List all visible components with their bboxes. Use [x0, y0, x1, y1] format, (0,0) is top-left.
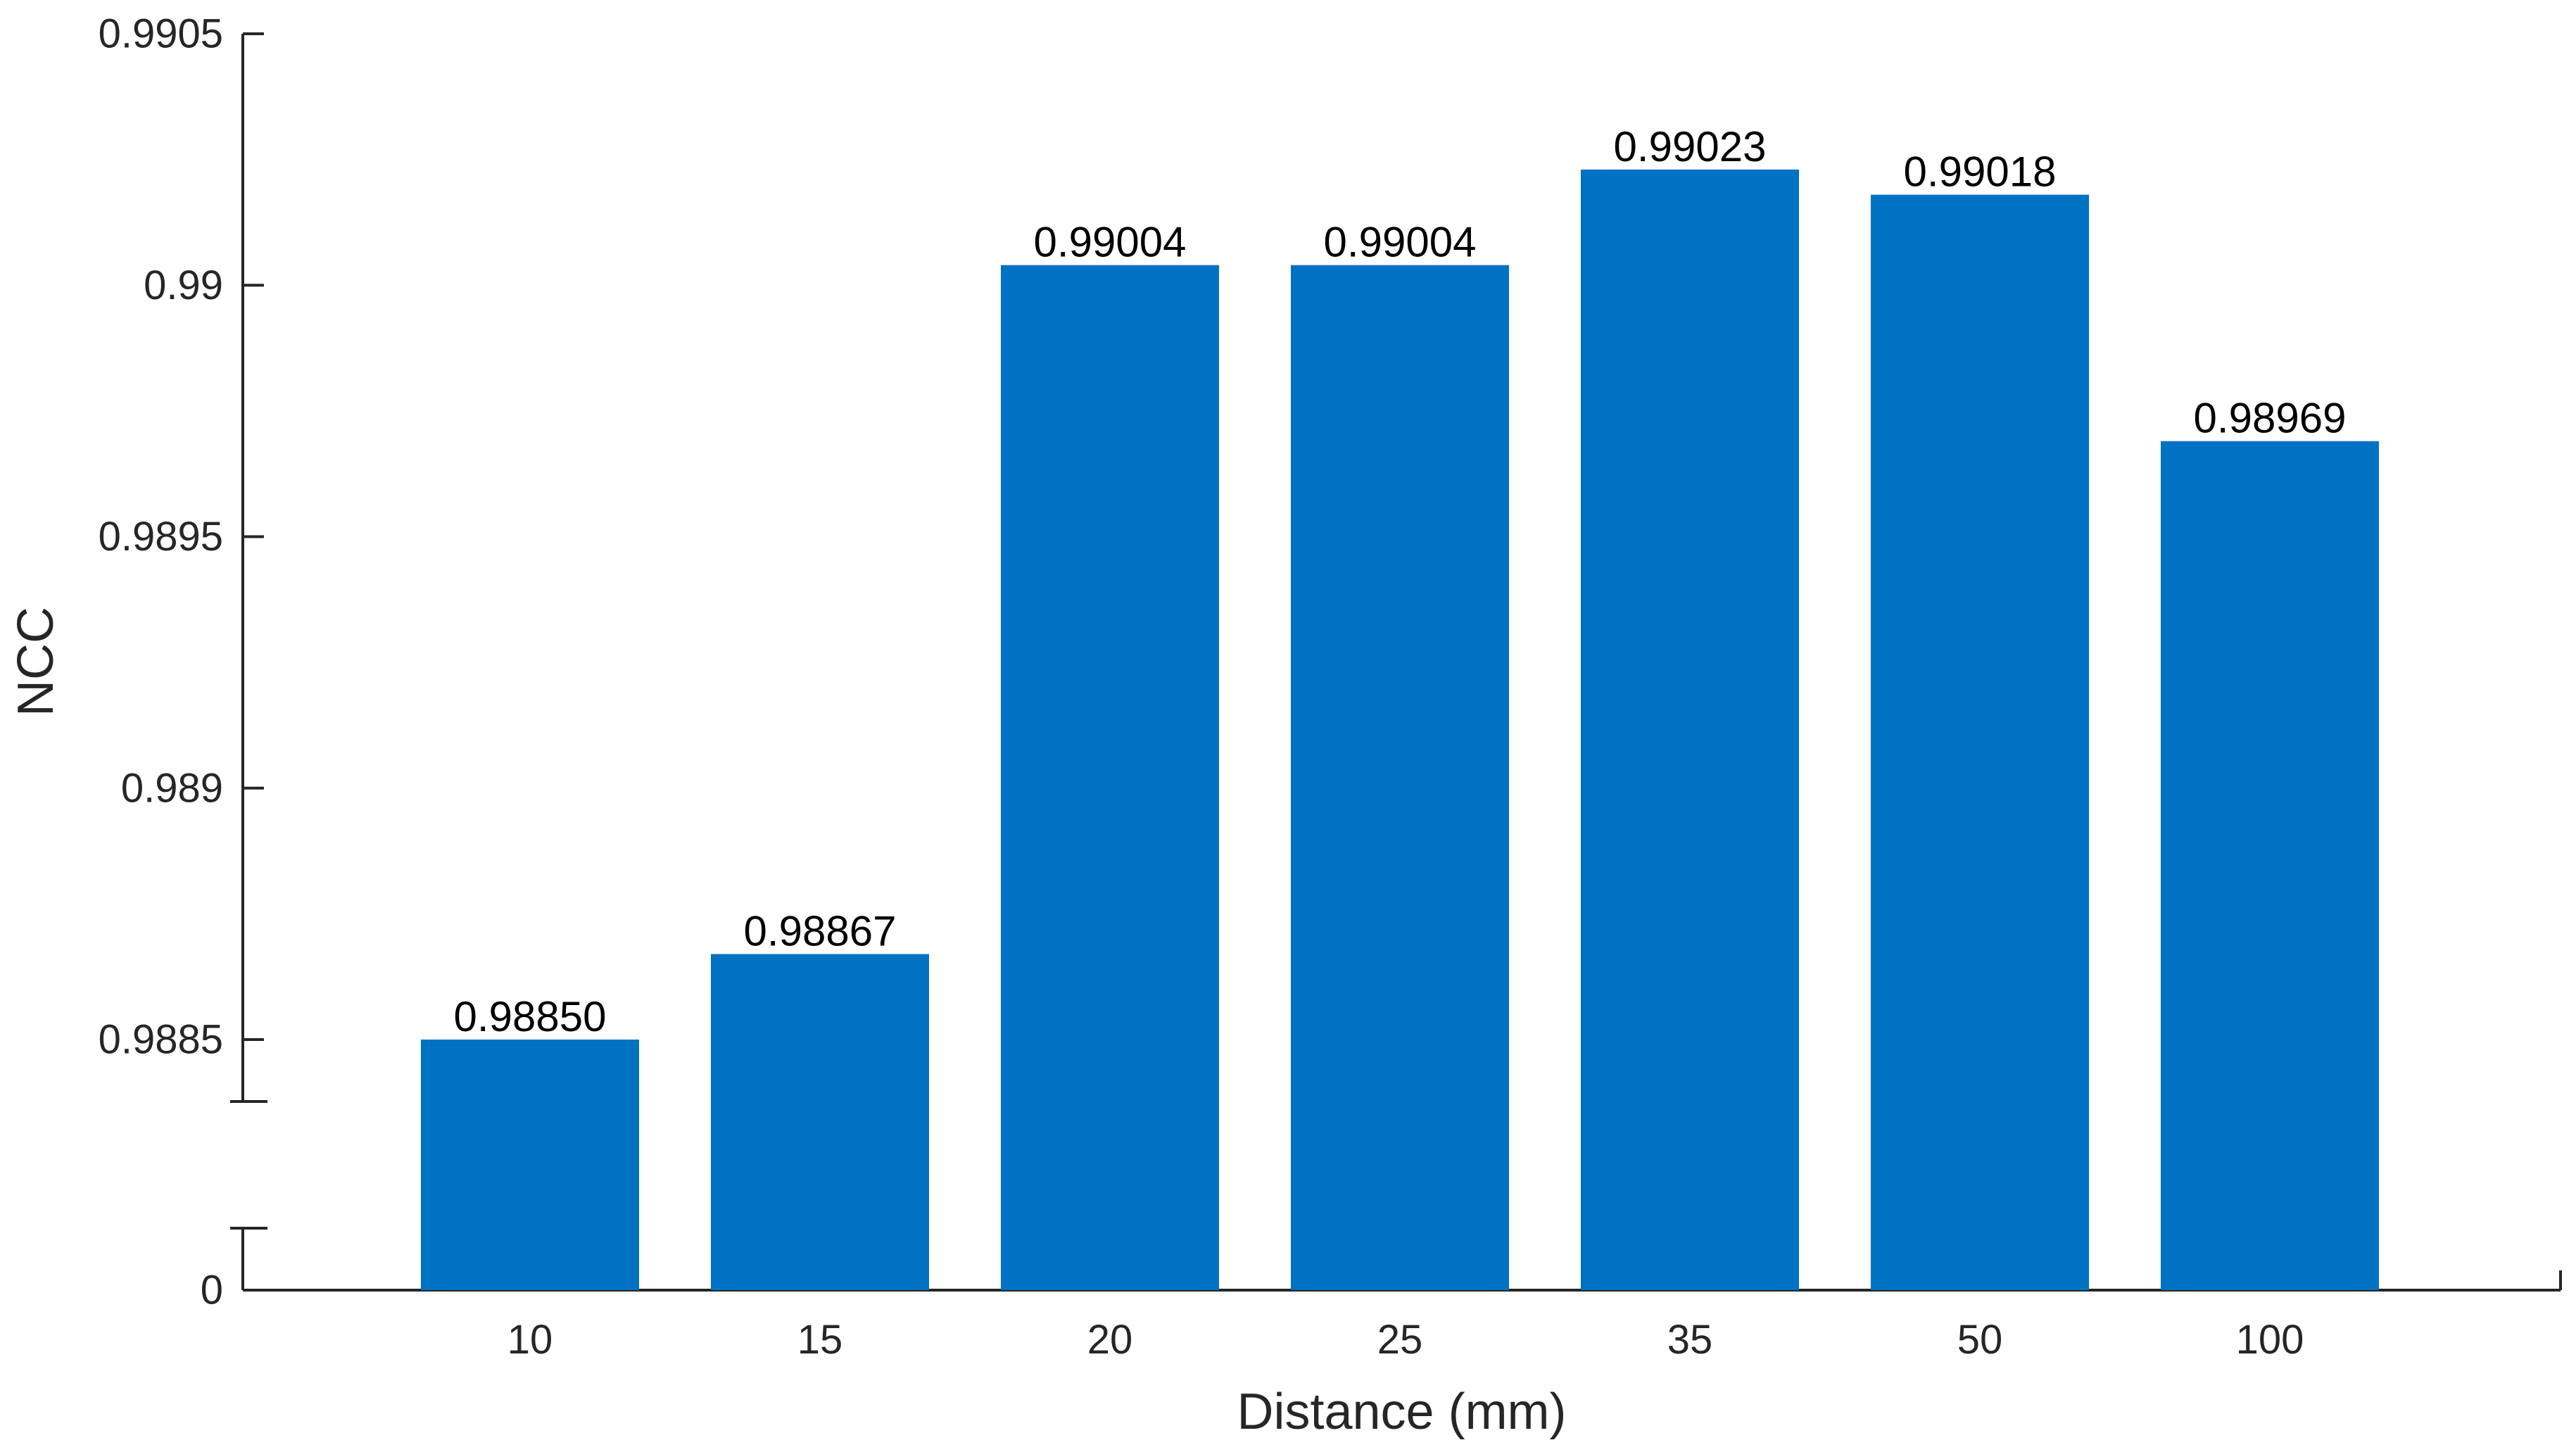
bar-value-label: 0.99004 [1324, 219, 1477, 266]
y-tick-label: 0.9905 [99, 11, 223, 57]
bars-group [421, 169, 2379, 1290]
x-tick-label: 35 [1667, 1317, 1713, 1363]
y-tick-labels-group: 0.9905 0.99 0.9895 0.989 0.9885 0 [99, 11, 223, 1313]
bar-value-label: 0.99004 [1034, 219, 1187, 266]
bar-value-label: 0.98850 [454, 993, 607, 1040]
bar [711, 954, 929, 1290]
value-labels-group: 0.98850 0.98867 0.99004 0.99004 0.99023 0.990… [454, 123, 2347, 1040]
x-tick-label: 20 [1087, 1317, 1133, 1363]
bar [1581, 169, 1799, 1290]
bar [1001, 265, 1219, 1290]
x-tick-label: 10 [507, 1317, 553, 1363]
bar-value-label: 0.98969 [2194, 395, 2347, 442]
bar-value-label: 0.98867 [744, 908, 897, 955]
bar [2161, 441, 2379, 1290]
bar [1291, 265, 1509, 1290]
x-tick-label: 50 [1957, 1317, 2003, 1363]
x-tick-label: 15 [797, 1317, 843, 1363]
x-tick-labels-group: 10 15 20 25 35 50 100 [507, 1317, 2304, 1363]
y-tick-label-zero: 0 [201, 1268, 223, 1313]
y-tick-label: 0.9895 [99, 514, 223, 560]
x-axis-title: Distance (mm) [1237, 1384, 1566, 1440]
bar [421, 1040, 639, 1290]
y-tick-label: 0.99 [144, 263, 223, 308]
y-tick-label: 0.9885 [99, 1017, 223, 1063]
x-tick-label: 25 [1377, 1317, 1423, 1363]
y-tick-label: 0.989 [121, 765, 223, 811]
y-axis-title: NCC [8, 607, 64, 716]
bar [1871, 194, 2089, 1290]
x-tick-label: 100 [2236, 1317, 2304, 1363]
bar-value-label: 0.99023 [1614, 123, 1767, 170]
bar-value-label: 0.99018 [1904, 149, 2057, 196]
